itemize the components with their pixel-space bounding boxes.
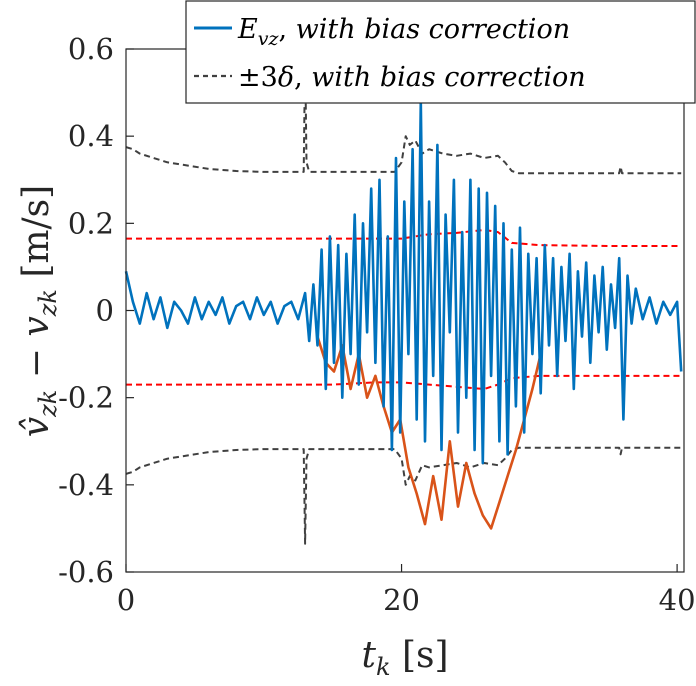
y-tick-label: -0.6 <box>58 555 114 589</box>
legend-box <box>185 0 696 104</box>
series-line-5 <box>125 446 682 545</box>
y-tick-label: -0.2 <box>58 381 114 415</box>
x-tick-label: 40 <box>659 583 696 617</box>
series-line-3 <box>126 374 682 390</box>
legend-label-3delta: ±3δ, with bias correction <box>238 62 586 93</box>
x-tick-label: 20 <box>383 583 420 617</box>
y-tick-label: 0.2 <box>68 206 114 240</box>
ticks-layer: 0 20 40 -0.6 -0.4 -0.2 0 0.2 0.4 0.6 <box>58 32 695 617</box>
series-line-1 <box>316 336 542 530</box>
series-layer <box>124 52 683 545</box>
legend: Evz, with bias correction ±3δ, with bias… <box>185 0 696 104</box>
y-tick-label: 0.6 <box>68 32 114 66</box>
y-tick-label: 0 <box>96 294 114 328</box>
y-axis-label: v̂zk − vzk [m/s] <box>16 185 62 437</box>
x-tick-label: 0 <box>117 583 135 617</box>
series-line-0 <box>124 100 683 465</box>
y-tick-label: 0.4 <box>68 119 114 153</box>
legend-label-evz: Evz, with bias correction <box>237 14 570 50</box>
series-line-4 <box>125 52 682 175</box>
x-axis-label: tk [s] <box>361 635 448 681</box>
y-tick-label: -0.4 <box>58 468 114 502</box>
